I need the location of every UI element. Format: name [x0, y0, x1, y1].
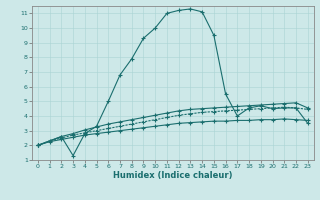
- X-axis label: Humidex (Indice chaleur): Humidex (Indice chaleur): [113, 171, 233, 180]
